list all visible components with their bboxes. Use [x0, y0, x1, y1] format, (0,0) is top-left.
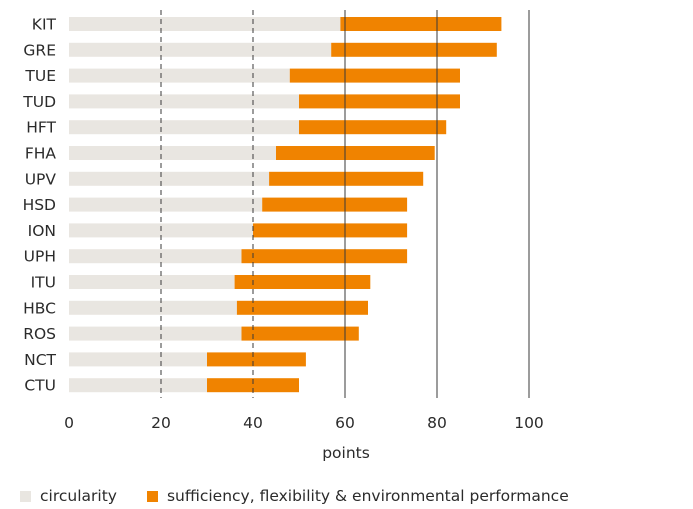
bar-upv-circularity [69, 171, 270, 186]
category-label-uph: UPH [24, 248, 56, 266]
category-label-upv: UPV [25, 170, 57, 188]
stacked-bar-chart: KIT GRE TUE TUD HFT FHA UPV HSD ION UPH ITU HBC ROS N… [22, 10, 544, 462]
bar-kit-sufficiency [340, 17, 502, 31]
bar-gre-circularity [69, 42, 332, 57]
x-tick-40: 40 [243, 414, 263, 432]
bar-hft-sufficiency [299, 120, 447, 135]
category-labels: KIT GRE TUE TUD HFT FHA UPV HSD ION UPH ITU HBC ROS N… [22, 16, 56, 395]
bar-tue-circularity [69, 68, 290, 83]
bar-fha-sufficiency [276, 146, 435, 160]
bars [69, 17, 502, 393]
category-label-kit: KIT [32, 16, 57, 34]
bar-itu-circularity [69, 275, 235, 289]
bar-uph-circularity [69, 249, 242, 264]
category-label-nct: NCT [24, 351, 56, 369]
bar-hft-circularity [69, 120, 299, 135]
bar-tue-sufficiency [289, 68, 460, 83]
category-label-gre: GRE [23, 41, 56, 59]
bar-uph-sufficiency [241, 249, 408, 264]
legend-label-circularity: circularity [40, 487, 117, 505]
bar-itu-sufficiency [234, 275, 371, 289]
grid-lines [160, 10, 530, 398]
category-label-ros: ROS [23, 325, 56, 343]
bar-hsd-sufficiency [262, 197, 408, 212]
bar-tud-circularity [69, 94, 299, 109]
category-label-itu: ITU [31, 274, 56, 292]
bar-nct-sufficiency [207, 352, 306, 367]
category-label-hbc: HBC [23, 299, 56, 317]
bar-hsd-circularity [69, 197, 263, 212]
bar-ion-sufficiency [253, 223, 408, 238]
bar-tud-sufficiency [299, 94, 460, 109]
category-label-hsd: HSD [23, 196, 56, 214]
bar-ctu-sufficiency [207, 378, 299, 393]
bar-kit-circularity [69, 17, 341, 31]
x-tick-20: 20 [151, 414, 171, 432]
legend-swatch-sufficiency [146, 490, 158, 502]
bar-gre-sufficiency [331, 42, 497, 57]
x-tick-60: 60 [335, 414, 355, 432]
category-label-fha: FHA [25, 145, 57, 163]
bar-hbc-circularity [69, 300, 237, 315]
legend-item-circularity: circularity [20, 487, 117, 505]
x-tick-100: 100 [514, 414, 544, 432]
legend: circularity sufficiency, flexibility & e… [20, 484, 599, 508]
category-label-ion: ION [28, 222, 56, 240]
category-label-hft: HFT [26, 119, 56, 137]
legend-swatch-circularity [20, 490, 31, 502]
bar-hbc-sufficiency [236, 300, 368, 315]
x-tick-80: 80 [427, 414, 447, 432]
x-axis-title: points [322, 444, 370, 462]
bar-upv-sufficiency [269, 171, 424, 186]
category-label-tud: TUD [22, 93, 56, 111]
category-label-tue: TUE [24, 67, 56, 85]
legend-label-sufficiency: sufficiency, flexibility & environmental… [166, 487, 569, 505]
bar-fha-circularity [69, 146, 276, 160]
legend-item-sufficiency: sufficiency, flexibility & environmental… [146, 487, 569, 505]
bar-ros-circularity [69, 326, 242, 341]
category-label-ctu: CTU [24, 377, 56, 395]
bar-ctu-circularity [69, 378, 207, 393]
x-tick-0: 0 [64, 414, 74, 432]
bar-ros-sufficiency [241, 326, 359, 341]
x-tick-labels: 0 20 40 60 80 100 [64, 414, 544, 432]
bar-nct-circularity [69, 352, 207, 367]
